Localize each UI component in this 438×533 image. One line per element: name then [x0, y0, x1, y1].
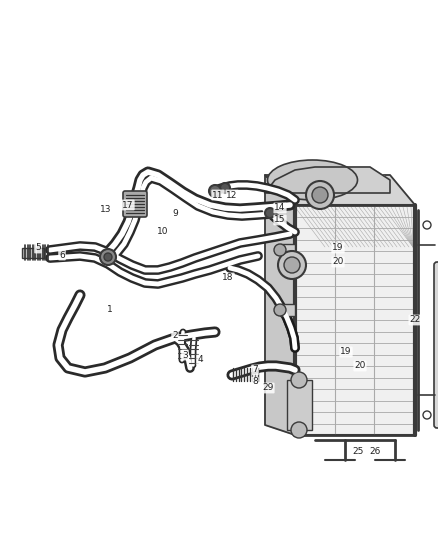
Text: 2: 2: [172, 330, 178, 340]
Text: 11: 11: [212, 190, 224, 199]
Text: 1: 1: [107, 305, 113, 314]
Circle shape: [265, 208, 275, 218]
Text: 26: 26: [369, 448, 381, 456]
Circle shape: [291, 422, 307, 438]
Circle shape: [100, 249, 116, 265]
Text: 20: 20: [332, 257, 344, 266]
Circle shape: [312, 187, 328, 203]
Circle shape: [291, 372, 307, 388]
Text: 12: 12: [226, 190, 238, 199]
Text: 13: 13: [100, 206, 112, 214]
Text: 6: 6: [59, 251, 65, 260]
Ellipse shape: [268, 160, 357, 200]
Text: 19: 19: [332, 244, 344, 253]
Text: 3: 3: [182, 351, 188, 359]
Circle shape: [306, 181, 334, 209]
Circle shape: [220, 183, 230, 193]
Text: 5: 5: [35, 244, 41, 253]
Circle shape: [423, 221, 431, 229]
Bar: [280, 304, 295, 316]
Circle shape: [104, 253, 112, 261]
Text: 29: 29: [262, 384, 274, 392]
Text: 22: 22: [410, 316, 420, 325]
Circle shape: [423, 411, 431, 419]
FancyBboxPatch shape: [123, 191, 147, 217]
Polygon shape: [265, 175, 415, 205]
Text: 14: 14: [274, 204, 286, 213]
Text: 18: 18: [222, 273, 234, 282]
FancyBboxPatch shape: [434, 262, 438, 428]
Circle shape: [274, 244, 286, 256]
Text: 19: 19: [340, 348, 352, 357]
Text: 17: 17: [122, 200, 134, 209]
Circle shape: [274, 304, 286, 316]
Polygon shape: [295, 205, 415, 435]
Bar: [22, 248, 44, 258]
Polygon shape: [265, 175, 295, 435]
Bar: [287, 380, 312, 430]
Bar: [280, 244, 295, 256]
Polygon shape: [265, 167, 390, 193]
Circle shape: [284, 257, 300, 273]
Text: 10: 10: [157, 228, 169, 237]
Text: 25: 25: [352, 448, 364, 456]
Text: 9: 9: [172, 208, 178, 217]
Circle shape: [278, 251, 306, 279]
Text: 7: 7: [252, 366, 258, 375]
Text: 15: 15: [274, 215, 286, 224]
Text: 4: 4: [197, 356, 203, 365]
Circle shape: [209, 185, 221, 197]
Text: 20: 20: [354, 361, 366, 370]
Text: 8: 8: [252, 377, 258, 386]
